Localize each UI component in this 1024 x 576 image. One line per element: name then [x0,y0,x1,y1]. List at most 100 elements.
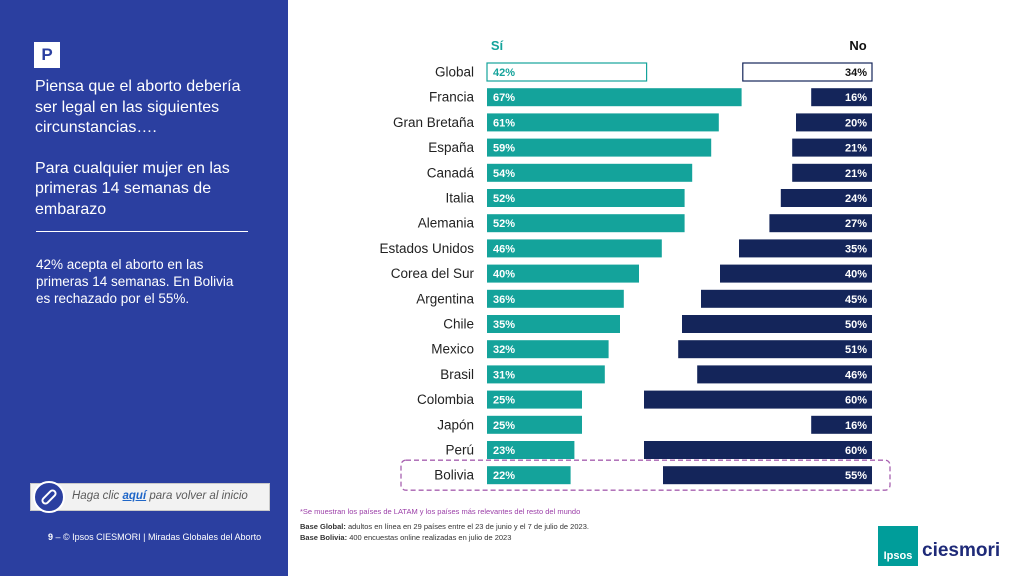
bar-si-label: 61% [493,117,515,129]
bar-no [792,138,872,157]
ciesmori-logo-text: ciesmori [922,540,1001,561]
back-to-start-link[interactable]: aquí [122,490,147,502]
bar-no-label: 60% [845,445,867,457]
bar-no-label: 45% [845,294,867,306]
ipsos-logo-box: Ipsos [878,526,918,566]
category-label: Global [435,65,474,80]
base-global-label: Base Global: [300,522,346,531]
category-label: Colombia [417,392,475,407]
bar-no [720,264,872,283]
bar-si-label: 54% [493,168,515,180]
bar-si [487,214,685,233]
bar-si-label: 35% [493,319,515,331]
bar-si [487,138,712,157]
category-label: Chile [443,317,474,332]
category-label: Italia [445,191,474,206]
bar-si-label: 31% [493,369,515,381]
bar-no [796,113,872,132]
question-badge: P [34,42,60,68]
bar-no-label: 46% [845,369,867,381]
bar-no-label: 35% [845,243,867,255]
bar-no-label: 51% [845,344,867,356]
bar-no [678,340,872,359]
bar-si [487,315,620,333]
legend-no: No [849,38,866,53]
category-label: Perú [445,443,474,458]
bar-si [487,390,582,409]
bar-si-label: 40% [493,269,515,281]
bar-si-label: 25% [493,395,515,407]
bar-no [644,441,872,459]
category-label: Canadá [427,165,475,180]
bar-no-label: 40% [845,269,867,281]
sidebar-panel: P Piensa que el aborto debería ser legal… [0,0,288,576]
bar-si-label: 36% [493,294,515,306]
page-number: 9 [48,532,54,542]
bar-no [697,365,872,384]
link-icon-graphic [41,489,57,505]
bar-no-label: 55% [845,470,867,482]
bar-si-label: 42% [493,67,515,79]
base-bolivia-text: 400 encuestas online realizadas en julio… [347,533,512,542]
bar-no-label: 20% [845,117,867,129]
bar-si-label: 67% [493,92,515,104]
bar-si [487,88,742,107]
category-label: España [428,140,474,155]
bar-no-label: 34% [845,67,867,79]
base-bolivia-label: Base Bolivia: [300,533,348,542]
bar-si-label: 25% [493,420,515,432]
bar-no [811,415,872,434]
bar-si-label: 32% [493,344,515,356]
bar-si [487,415,582,434]
bar-no-label: 27% [845,218,867,230]
bar-no [780,189,872,207]
back-to-start-text: Haga clic aquí para volver al inicio [72,490,248,502]
base-global-text: adultos en línea en 29 países entre el 2… [345,522,589,531]
back-suffix: para volver al inicio [146,490,248,502]
bar-si [487,289,624,308]
category-label: Gran Bretaña [393,115,475,130]
bar-no-label: 60% [845,395,867,407]
sidebar-divider [36,231,248,232]
bar-chart: Sí No Global 42% 34% Francia 67% 16% Gran Bretañ… [379,38,891,491]
base-global: Base Global: adultos en línea en 29 país… [300,522,589,531]
ipsos-logo-text: Ipsos [883,550,913,562]
category-label: Francia [429,90,475,105]
bar-si-label: 23% [493,445,515,457]
footer-text: – © Ipsos CIESMORI | Miradas Globales de… [53,532,262,542]
bar-no [811,88,872,107]
link-icon[interactable] [33,481,65,513]
bar-no [701,289,872,308]
category-label: Argentina [416,291,474,306]
category-label: Japón [437,417,474,432]
bar-si [486,62,648,82]
footnote: *Se muestran los países de LATAM y los p… [300,507,581,516]
question-text: Piensa que el aborto debería ser legal e… [35,77,260,240]
bar-si [487,113,719,132]
bar-no [742,62,873,82]
back-to-start-box[interactable] [30,483,270,511]
bar-si [487,264,639,283]
bar-no-label: 16% [845,420,867,432]
bar-no-label: 16% [845,92,867,104]
bar-no-label: 21% [845,168,867,180]
bar-no-label: 50% [845,319,867,331]
legend-si: Sí [491,38,504,53]
ipsos-ciesmori-logo: Ipsos ciesmori [878,526,1018,566]
bar-no [792,163,872,182]
bar-si [487,466,571,485]
bar-si-label: 52% [493,193,515,205]
bar-no [644,390,872,409]
category-label: Brasil [440,367,474,382]
bar-no-label: 21% [845,143,867,155]
bar-si [487,365,605,384]
bar-si [487,163,693,182]
bar-no [739,239,872,258]
bar-si [487,441,575,459]
summary-note: 42% acepta el aborto en las primeras 14 … [36,257,234,306]
question-subtitle: Para cualquier mujer en las primeras 14 … [35,159,230,218]
bar-si-label: 59% [493,143,515,155]
category-label: Estados Unidos [379,241,474,256]
bar-si [487,340,609,359]
base-bolivia: Base Bolivia: 400 encuestas online reali… [300,533,511,542]
